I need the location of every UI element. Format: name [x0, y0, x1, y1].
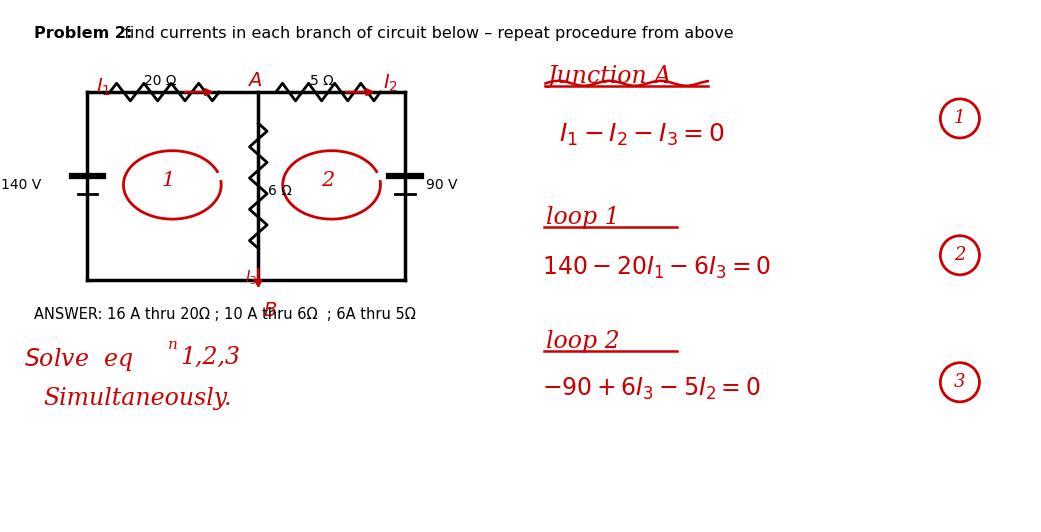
Text: $-90 + 6I_3 - 5I_2 = 0$: $-90 + 6I_3 - 5I_2 = 0$	[541, 376, 760, 402]
Text: Junction A: Junction A	[548, 65, 671, 88]
Text: 1: 1	[955, 110, 966, 128]
Text: 5 Ω: 5 Ω	[310, 74, 334, 88]
Text: $B$: $B$	[263, 302, 277, 320]
Text: ANSWER: 16 A thru 20Ω ; 10 A thru 6Ω  ; 6A thru 5Ω: ANSWER: 16 A thru 20Ω ; 10 A thru 6Ω ; 6…	[33, 307, 415, 322]
Text: $\mathit{I}_3$: $\mathit{I}_3$	[245, 268, 257, 287]
Text: $I_1 - I_2 - I_3 = 0$: $I_1 - I_2 - I_3 = 0$	[559, 121, 726, 147]
Text: $A$: $A$	[247, 71, 261, 89]
Text: 1: 1	[161, 171, 175, 189]
Text: 90 V: 90 V	[427, 178, 458, 192]
Text: find currents in each branch of circuit below – repeat procedure from above: find currents in each branch of circuit …	[113, 26, 733, 40]
Text: 20 Ω: 20 Ω	[145, 74, 177, 88]
Text: $\mathit{I}_2$: $\mathit{I}_2$	[383, 72, 399, 94]
Text: 2: 2	[955, 246, 966, 264]
Text: 2: 2	[321, 171, 334, 189]
Text: loop 2: loop 2	[545, 330, 619, 353]
Text: loop 1: loop 1	[545, 206, 619, 229]
Text: 3: 3	[955, 373, 966, 391]
Text: 6 Ω: 6 Ω	[269, 184, 291, 198]
Text: $\mathit{I}_1$: $\mathit{I}_1$	[96, 77, 111, 98]
Text: 140 V: 140 V	[1, 178, 42, 192]
Text: $140 - 20I_1 - 6I_3 = 0$: $140 - 20I_1 - 6I_3 = 0$	[541, 255, 770, 281]
Text: n: n	[169, 338, 178, 352]
Text: $\mathit{S}$olve  eq: $\mathit{S}$olve eq	[24, 346, 133, 373]
Text: Problem 2:: Problem 2:	[33, 26, 132, 40]
Text: 1,2,3: 1,2,3	[180, 346, 240, 369]
Text: Simultaneously.: Simultaneously.	[44, 387, 232, 410]
